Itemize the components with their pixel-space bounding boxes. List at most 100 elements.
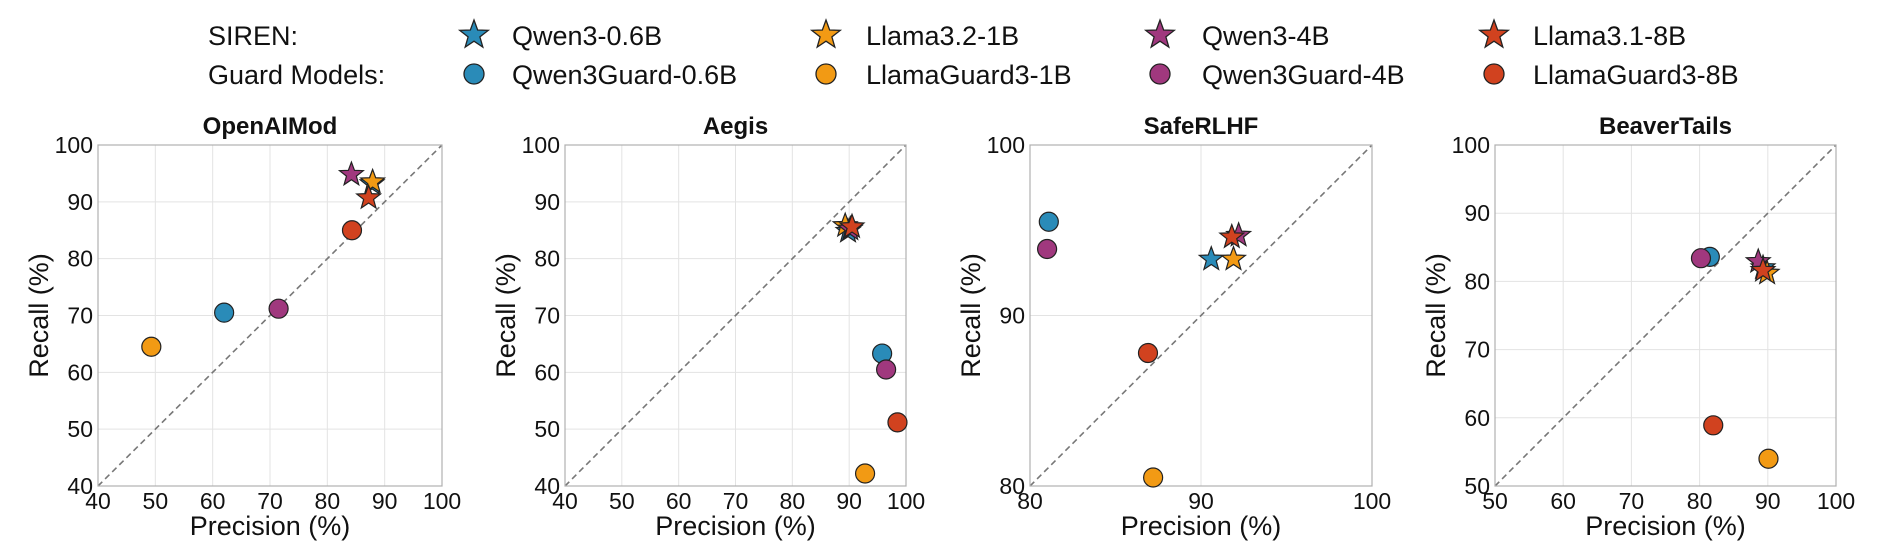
- diagonal-reference-line: [564, 144, 907, 487]
- x-axis-label: Precision (%): [1121, 511, 1282, 541]
- x-tick-label: 50: [143, 488, 169, 514]
- circle-point-llamaguard3-8b: [887, 412, 908, 433]
- legend-entry-llama3.2-1b: Llama3.2-1B: [809, 18, 1019, 51]
- y-tick-label: 70: [1464, 337, 1490, 363]
- y-tick-label: 60: [534, 359, 560, 385]
- x-tick-label: 100: [1817, 488, 1855, 514]
- circle-marker: [815, 63, 837, 85]
- legend-entry-llama3.1-8b: Llama3.1-8B: [1477, 18, 1686, 51]
- y-tick-label: 90: [999, 303, 1025, 329]
- y-tick-label: 80: [1464, 268, 1490, 294]
- tick-labels: 40 50 60 70 80 90 100 40 50 60 70 80 90 100: [522, 132, 926, 514]
- y-tick-label: 80: [999, 473, 1025, 499]
- circle-marker: [463, 63, 485, 85]
- x-tick-label: 90: [836, 488, 862, 514]
- legend-label-llama3.1-8b: Llama3.1-8B: [1533, 21, 1686, 51]
- legend-entry-qwen3guard-0.6b: Qwen3Guard-0.6B: [463, 60, 737, 90]
- y-tick-label: 100: [55, 132, 93, 158]
- legend: SIREN: Guard Models: Qwen3-0.6B Llama3.2…: [208, 18, 1739, 90]
- legend-entry-qwen3-0.6b: Qwen3-0.6B: [457, 18, 662, 51]
- x-tick-label: 100: [887, 488, 925, 514]
- legend-entry-llamaguard3-8b: LlamaGuard3-8B: [1483, 60, 1739, 90]
- star-point-qwen3-4b: [337, 160, 365, 187]
- x-tick-label: 50: [609, 488, 635, 514]
- x-tick-label: 90: [372, 488, 398, 514]
- panel-title: OpenAIMod: [203, 113, 338, 140]
- circle-point-qwen3guard-4b: [268, 298, 289, 319]
- legend-star-marker: [457, 18, 491, 49]
- x-tick-label: 60: [1550, 488, 1576, 514]
- legend-circle-marker: [1483, 63, 1505, 85]
- y-tick-label: 90: [534, 189, 560, 215]
- x-tick-label: 80: [315, 488, 341, 514]
- star-marker: [1477, 18, 1511, 49]
- x-tick-label: 80: [1017, 488, 1043, 514]
- panel-aegis: 40 50 60 70 80 90 100 40 50 60 70 80 90 100 Aegis Preci…: [491, 113, 925, 541]
- panel-title: Aegis: [703, 113, 768, 140]
- x-tick-label: 100: [423, 488, 461, 514]
- legend-star-marker: [1477, 18, 1511, 49]
- panel-saferlhf: 80 90 100 80 90 100 SafeRLHF Precision (%) Recal…: [956, 113, 1391, 541]
- x-tick-label: 60: [666, 488, 692, 514]
- y-tick-label: 100: [522, 132, 560, 158]
- circle-point-qwen3guard-0.6b: [214, 302, 235, 323]
- x-tick-label: 80: [1687, 488, 1713, 514]
- legend-label-qwen3guard-4b: Qwen3Guard-4B: [1202, 60, 1405, 90]
- axes-frame: [97, 144, 443, 487]
- star-point-llama3.1-8b: [1749, 256, 1777, 283]
- diagonal-reference-line: [97, 144, 443, 487]
- y-tick-label: 70: [534, 303, 560, 329]
- y-tick-label: 50: [67, 416, 93, 442]
- legend-row-siren-label: SIREN:: [208, 21, 298, 51]
- panel-title: SafeRLHF: [1144, 113, 1259, 140]
- y-tick-label: 50: [534, 416, 560, 442]
- circle-point-llamaguard3-1b: [1758, 448, 1779, 469]
- markers: [1690, 246, 1781, 469]
- y-tick-label: 60: [67, 359, 93, 385]
- legend-entry-qwen3-4b: Qwen3-4B: [1143, 18, 1330, 51]
- x-tick-label: 90: [1755, 488, 1781, 514]
- circle-point-llamaguard3-8b: [341, 220, 363, 241]
- x-tick-label: 70: [257, 488, 283, 514]
- panel-title: BeaverTails: [1599, 113, 1732, 140]
- x-tick-label: 40: [85, 488, 111, 514]
- circle-point-qwen3guard-4b: [1690, 248, 1712, 269]
- axes-frame: [1494, 144, 1837, 487]
- legend-label-qwen3guard-0.6b: Qwen3Guard-0.6B: [512, 60, 737, 90]
- legend-label-llamaguard3-1b: LlamaGuard3-1B: [866, 60, 1072, 90]
- axes-frame: [1029, 144, 1373, 487]
- diagonal-reference-line: [1029, 144, 1373, 487]
- markers: [1036, 211, 1253, 488]
- x-tick-label: 60: [200, 488, 226, 514]
- y-tick-label: 40: [534, 473, 560, 499]
- tick-labels: 50 60 70 80 90 100 50 60 70 80 90 100: [1452, 132, 1856, 514]
- x-tick-label: 70: [1619, 488, 1645, 514]
- star-point-llama3.1-8b: [1218, 222, 1246, 249]
- legend-entry-llamaguard3-1b: LlamaGuard3-1B: [815, 60, 1072, 90]
- y-tick-label: 40: [67, 473, 93, 499]
- y-tick-label: 80: [534, 246, 560, 272]
- circle-point-qwen3guard-0.6b: [1038, 211, 1059, 232]
- legend-row-guard-label: Guard Models:: [208, 60, 385, 90]
- legend-label-qwen3-4b: Qwen3-4B: [1202, 21, 1330, 51]
- legend-label-llama3.2-1b: Llama3.2-1B: [866, 21, 1019, 51]
- star-point-llama3.1-8b: [838, 212, 866, 239]
- y-axis-label: Recall (%): [491, 253, 521, 378]
- circle-point-llamaguard3-1b: [141, 336, 162, 357]
- circle-point-llamaguard3-8b: [1703, 415, 1724, 436]
- star-point-qwen3-0.6b: [1197, 245, 1225, 271]
- axes-frame: [564, 144, 907, 487]
- panel-beavertails: 50 60 70 80 90 100 50 60 70 80 90 100 BeaverTails Pre…: [1421, 113, 1855, 541]
- y-tick-label: 60: [1464, 405, 1490, 431]
- diagonal-reference-line: [1494, 144, 1837, 487]
- x-tick-label: 70: [723, 488, 749, 514]
- legend-circle-marker: [815, 63, 837, 85]
- tick-labels: 80 90 100 80 90 100: [987, 132, 1392, 514]
- circle-marker: [1149, 63, 1171, 85]
- chart-panels: 40 50 60 70 80 90 100 40 50 60 70 80 90 100 OpenAIMod P…: [24, 113, 1855, 541]
- x-axis-label: Precision (%): [1585, 511, 1746, 541]
- x-tick-label: 50: [1482, 488, 1508, 514]
- x-tick-label: 100: [1353, 488, 1391, 514]
- x-tick-label: 90: [1188, 488, 1214, 514]
- x-tick-label: 80: [780, 488, 806, 514]
